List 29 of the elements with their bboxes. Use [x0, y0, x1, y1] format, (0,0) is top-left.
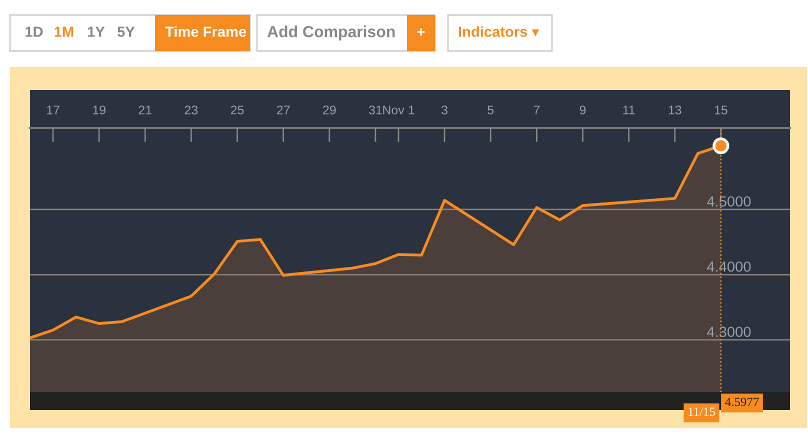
text: +: [417, 28, 425, 36]
x-tick-label: 11: [623, 106, 635, 114]
x-tick-label: 29: [323, 106, 336, 114]
text: 1D: [26, 26, 43, 37]
x-tick-label: 23: [184, 106, 198, 114]
text: 4.5977: [725, 398, 759, 406]
text: Add Comparison: [267, 26, 395, 40]
x-tick-label: 31: [368, 106, 382, 114]
text: Indicators ▾: [458, 26, 540, 37]
x-tick-label: 5: [488, 106, 494, 114]
x-tick-label: 27: [277, 106, 290, 114]
x-tick-label: 13: [668, 106, 682, 114]
text: 5Y: [118, 26, 135, 37]
text: Time Frame: [165, 26, 246, 37]
text: 1M: [54, 26, 74, 37]
x-tick-label: 3: [442, 106, 448, 114]
x-tick-label: 17: [47, 106, 60, 114]
x-tick-label: Nov 1: [383, 106, 414, 114]
x-tick-label: 7: [534, 106, 540, 114]
text: 1Y: [88, 26, 105, 37]
x-tick-label: 9: [580, 106, 586, 114]
x-tick-label: 25: [230, 106, 244, 114]
ref-line-label: 11/15: [688, 408, 715, 416]
x-tick-label: 19: [93, 106, 106, 114]
y-tick-label: 4.5000: [707, 196, 751, 207]
y-tick-label: 4.3000: [707, 326, 751, 337]
x-tick-label: 15: [714, 106, 728, 114]
y-tick-label: 4.4000: [707, 261, 751, 272]
x-tick-label: 21: [138, 106, 152, 114]
